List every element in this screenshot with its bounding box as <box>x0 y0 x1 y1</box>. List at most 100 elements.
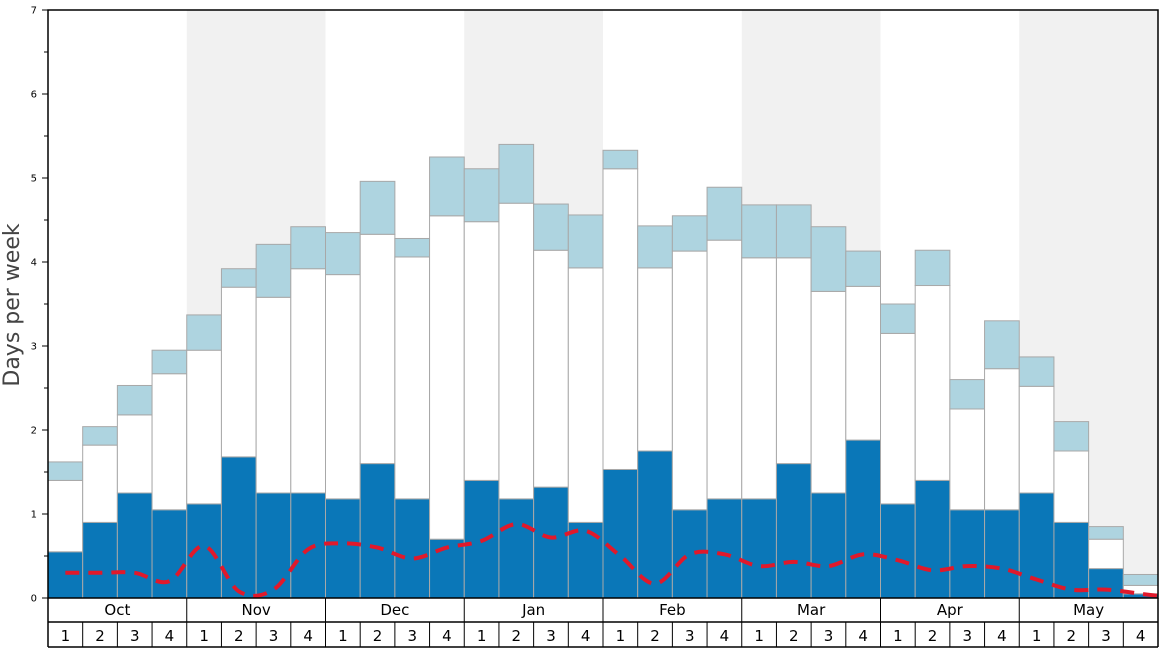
bar-top <box>116 384 153 416</box>
bar-top <box>845 250 881 287</box>
bar-bottom <box>914 479 951 599</box>
bar-bottom <box>567 521 604 599</box>
week-label: 2 <box>234 627 244 645</box>
bar-middle <box>325 274 361 500</box>
bar-middle <box>1018 385 1055 494</box>
week-label: 3 <box>407 627 417 645</box>
week-label: 1 <box>61 627 71 645</box>
y-tick-label: 3 <box>31 342 37 353</box>
bar-middle <box>359 233 396 465</box>
week-label: 1 <box>199 627 209 645</box>
bar-middle <box>949 408 986 511</box>
bar-top <box>394 237 431 258</box>
bar-middle <box>1088 538 1124 570</box>
bar-middle <box>533 249 569 488</box>
month-label: Jan <box>521 601 545 619</box>
bar-bottom <box>359 463 396 599</box>
bar-top <box>533 203 569 251</box>
bar-middle <box>914 285 951 481</box>
bar-bottom <box>290 492 326 599</box>
bar-top <box>1018 356 1055 387</box>
bar-top <box>949 379 986 410</box>
week-label: 3 <box>130 627 140 645</box>
bar-top <box>255 243 292 298</box>
week-label: 1 <box>754 627 764 645</box>
week-label: 1 <box>338 627 348 645</box>
week-label: 2 <box>95 627 105 645</box>
bar-middle <box>498 202 535 500</box>
bar-bottom <box>533 486 569 599</box>
bar-top <box>914 249 951 287</box>
week-label: 3 <box>269 627 279 645</box>
bar-top <box>186 314 222 351</box>
week-label: 4 <box>581 627 591 645</box>
y-tick-label: 6 <box>31 90 37 101</box>
bar-top <box>498 143 535 204</box>
bar-bottom <box>325 498 361 599</box>
bar-middle <box>602 168 639 470</box>
bar-middle <box>880 332 916 505</box>
bar-bottom <box>949 509 986 599</box>
bar-middle <box>82 444 118 523</box>
bar-bottom <box>984 509 1020 599</box>
bar-middle <box>47 479 84 553</box>
bar-top <box>220 268 257 288</box>
week-label: 3 <box>685 627 695 645</box>
y-tick-label: 7 <box>31 6 37 17</box>
bar-middle <box>845 285 881 441</box>
bar-bottom <box>602 468 639 599</box>
bar-bottom <box>1088 568 1124 599</box>
bar-top <box>1122 573 1159 586</box>
y-tick-label: 4 <box>31 258 37 269</box>
bar-bottom <box>810 492 847 599</box>
bar-middle <box>775 257 812 465</box>
bar-bottom <box>255 492 292 599</box>
bar-middle <box>741 257 777 500</box>
axes: 0 1 2 3 4 5 6 7 <box>31 6 1159 648</box>
week-label: 2 <box>1067 627 1077 645</box>
bar-top <box>775 204 812 259</box>
month-label: Dec <box>380 601 409 619</box>
bar-top <box>325 232 361 276</box>
bar-top <box>671 215 708 252</box>
bar-top <box>463 168 500 223</box>
bar-bottom <box>82 521 118 599</box>
bar-top <box>567 214 604 269</box>
month-label: Oct <box>104 601 130 619</box>
bar-top <box>1088 526 1124 540</box>
week-label: 3 <box>1101 627 1111 645</box>
bar-bottom <box>741 498 777 599</box>
bar-middle <box>984 368 1020 511</box>
week-label: 2 <box>789 627 799 645</box>
week-label: 1 <box>893 627 903 645</box>
bar-middle <box>810 290 847 494</box>
week-label: 4 <box>442 627 452 645</box>
bar-top <box>637 225 673 269</box>
bar-top <box>359 180 396 235</box>
week-label: 4 <box>303 627 313 645</box>
bar-middle <box>706 239 743 500</box>
week-label: 1 <box>477 627 487 645</box>
x-axis-labels: Oct Nov Dec Jan Feb Mar Apr May 1 2 3 4 1 2 3 4 1 2 3 4 1 2 3 4… <box>61 601 1146 645</box>
bar-bottom <box>706 498 743 599</box>
bar-bottom <box>498 498 535 599</box>
bar-bottom <box>116 492 153 599</box>
y-axis-label: Days per week <box>0 223 25 386</box>
bar-middle <box>637 267 673 452</box>
bar-bottom <box>1018 492 1055 599</box>
bar-middle <box>290 268 326 494</box>
bar-middle <box>151 373 188 511</box>
month-label: Apr <box>937 601 964 619</box>
bar-middle <box>567 267 604 523</box>
bar-bottom <box>151 509 188 599</box>
bar-top <box>290 226 326 270</box>
bar-bottom <box>394 498 431 599</box>
month-label: Nov <box>241 601 270 619</box>
month-label: May <box>1073 601 1104 619</box>
week-label: 2 <box>512 627 522 645</box>
bar-bottom <box>775 463 812 599</box>
bar-middle <box>186 349 222 505</box>
week-label: 2 <box>373 627 383 645</box>
dashed-line-path <box>65 522 1159 598</box>
